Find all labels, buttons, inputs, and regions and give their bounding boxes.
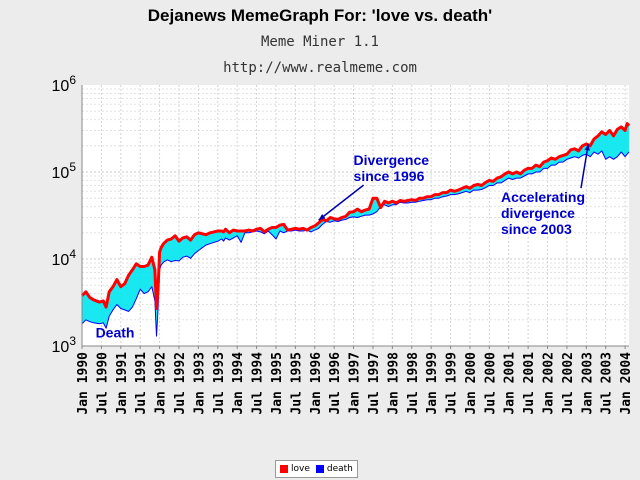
annotation-text: Divergence since 1996 [354, 152, 430, 184]
x-tick-label: Jul 1997 [367, 352, 382, 415]
annotation-arrow [318, 184, 365, 221]
annotation-arrowhead [584, 143, 590, 151]
series-line-love [80, 122, 631, 310]
legend-item-death: death [315, 464, 353, 474]
annotations: Divergence since 1996 Accelerating divergen… [96, 143, 590, 341]
x-tick-label: Jan 1997 [348, 352, 363, 415]
x-tick-label: Jan 2001 [503, 352, 518, 415]
x-tick-label: Jul 1995 [289, 352, 304, 415]
x-tick-label: Jan 1998 [386, 352, 401, 415]
series-line-death [81, 150, 630, 337]
x-tick-label: Jan 1995 [270, 352, 285, 415]
legend-label: love [291, 464, 310, 474]
x-tick-label: Jan 1991 [115, 352, 130, 415]
x-tick-label: Jul 2002 [561, 352, 576, 415]
chart-title: Dejanews MemeGraph For: 'love vs. death' [147, 6, 493, 25]
x-tick-label: Jan 2004 [619, 352, 634, 415]
x-tick-label: Jan 1999 [425, 352, 440, 415]
source-url: http://www.realmeme.com [223, 60, 417, 76]
x-axis-ticks: Jan 1990 Jul 1990 Jan 1991 Jul 1991 Jan 1992… [76, 346, 634, 415]
axes [81, 85, 629, 347]
x-tick-label: Jul 1996 [328, 352, 343, 415]
x-tick-label: Jan 2002 [542, 352, 557, 415]
annotation-text: Accelerating divergence since 2003 [501, 189, 585, 237]
legend-swatch [315, 465, 324, 473]
x-tick-label: Jul 1990 [95, 352, 110, 415]
x-tick-label: Jul 2001 [522, 352, 537, 415]
x-tick-label: Jan 1992 [154, 352, 169, 415]
x-tick-label: Jul 1993 [212, 352, 227, 415]
x-tick-label: Jan 2000 [464, 352, 479, 415]
x-tick-label: Jan 1993 [192, 352, 207, 415]
legend-swatch [280, 465, 288, 473]
x-tick-label: Jul 1998 [406, 352, 421, 415]
x-tick-label: Jan 1996 [309, 352, 324, 415]
x-tick-label: Jan 2003 [580, 352, 595, 415]
y-tick-label: 106 [52, 73, 77, 95]
series-lines [80, 122, 631, 337]
chart-legend: love death [275, 460, 358, 478]
x-tick-label: Jan 1994 [231, 352, 246, 415]
legend-item-love: love [280, 464, 310, 474]
legend-label: death [326, 464, 353, 474]
x-tick-label: Jul 1991 [134, 352, 149, 415]
annotation-text: Death [96, 325, 135, 341]
x-tick-label: Jul 2003 [600, 352, 615, 415]
x-tick-label: Jul 1992 [173, 352, 188, 415]
y-tick-label: 103 [52, 334, 77, 356]
y-axis-ticks: 103 104 105 106 [52, 73, 77, 356]
x-tick-label: Jul 2000 [483, 352, 498, 415]
x-tick-label: Jul 1994 [251, 352, 266, 415]
y-tick-label: 105 [52, 160, 77, 182]
x-tick-label: Jan 1990 [76, 352, 91, 415]
annotation-arrow [580, 143, 590, 189]
annotation-arrowhead [318, 213, 326, 221]
y-tick-label: 104 [52, 247, 77, 269]
chart-subtitle: Meme Miner 1.1 [260, 34, 379, 50]
x-tick-label: Jul 1999 [445, 352, 460, 415]
